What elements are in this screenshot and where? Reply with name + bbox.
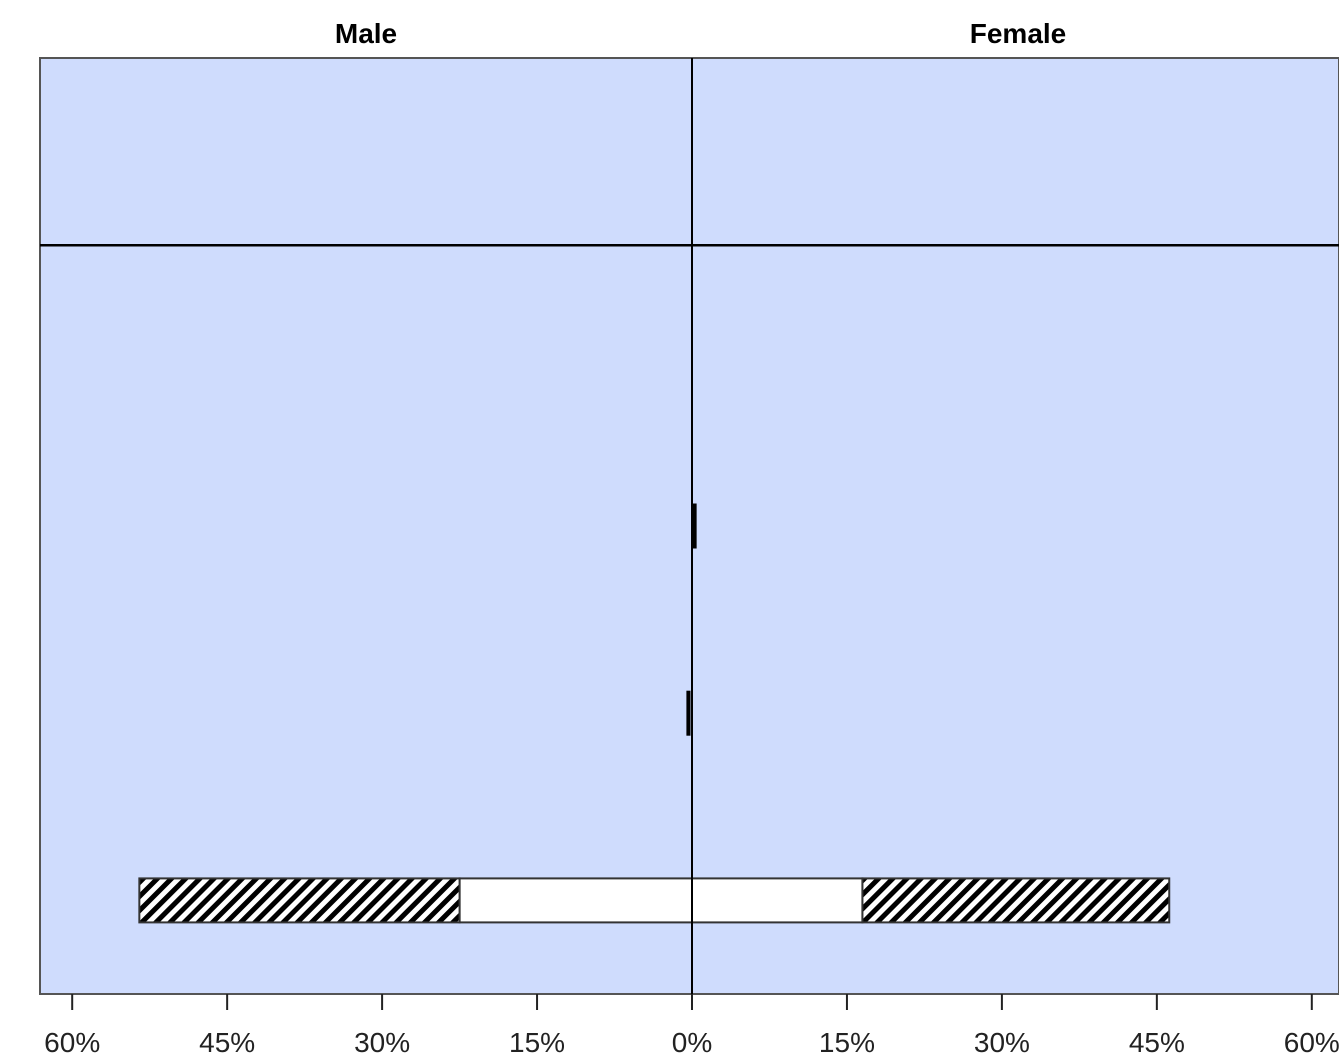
bar-female-row5-seg0 — [691, 877, 864, 924]
x-tick-label: 30% — [974, 1027, 1030, 1058]
x-tick-label: 45% — [199, 1027, 255, 1058]
x-tick-label: 15% — [509, 1027, 565, 1058]
axis-lines-layer — [40, 58, 1339, 994]
x-tick-label: 15% — [819, 1027, 875, 1058]
bars-layer — [138, 503, 1171, 924]
plot-background — [39, 57, 1339, 995]
x-tick-label: 0% — [672, 1027, 712, 1058]
bar-female-row5-seg1 — [861, 877, 1171, 924]
x-tick-label: 45% — [1129, 1027, 1185, 1058]
bar-male-row5-seg1 — [138, 877, 461, 924]
bar-male-row4-seg0 — [686, 690, 691, 736]
bar-male-row5-seg0 — [458, 877, 694, 924]
panel-title-female: Female — [970, 18, 1067, 49]
panel-title-male: Male — [335, 18, 397, 49]
x-ticks-layer: 60% 45% 30% 15% 0% 15% 30% 45% 60% — [44, 994, 1339, 1058]
x-tick-label: 60% — [1284, 1027, 1339, 1058]
x-tick-label: 60% — [44, 1027, 100, 1058]
x-tick-label: 30% — [354, 1027, 410, 1058]
